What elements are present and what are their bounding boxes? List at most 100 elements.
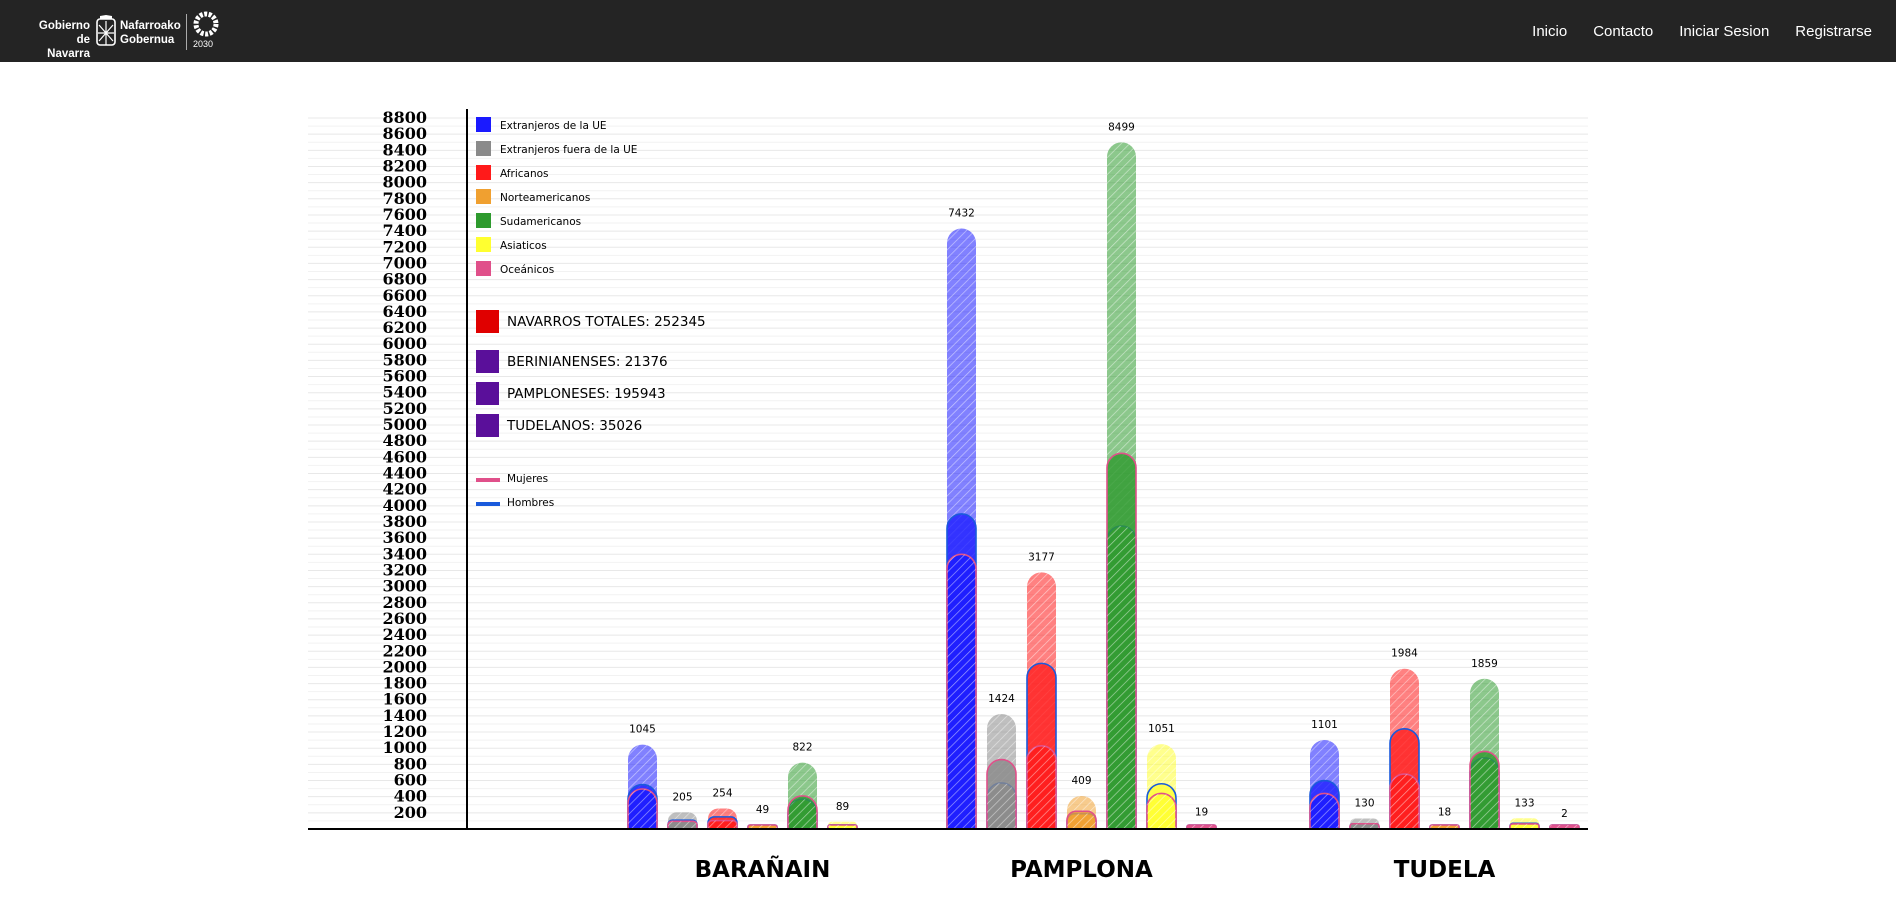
bar-value-label: 254 bbox=[712, 787, 732, 799]
axis-mask bbox=[308, 830, 1588, 870]
bar-value-label: 409 bbox=[1071, 775, 1091, 787]
legend-label: Norteamericanos bbox=[500, 192, 590, 204]
y-tick-label: 5600 bbox=[382, 367, 427, 386]
y-tick-label: 1000 bbox=[382, 738, 427, 757]
bars bbox=[308, 142, 1588, 870]
total-label: TUDELANOS: 35026 bbox=[506, 418, 642, 434]
y-tick-label: 8800 bbox=[382, 108, 427, 127]
bar-value-label: 1424 bbox=[988, 693, 1015, 705]
bar-value-label: 130 bbox=[1354, 797, 1374, 809]
logo-text-line-3: Nafarroako bbox=[120, 20, 181, 32]
y-tick-label: 7800 bbox=[382, 189, 427, 208]
bar-hatch bbox=[1027, 745, 1056, 844]
y-tick-label: 4800 bbox=[382, 431, 427, 450]
bar-value-label: 1984 bbox=[1391, 648, 1418, 660]
bar-value-label: 1859 bbox=[1471, 658, 1498, 670]
y-tick-label: 800 bbox=[394, 754, 427, 773]
y-tick-label: 5800 bbox=[382, 350, 427, 369]
legend-swatch bbox=[476, 189, 491, 204]
y-tick-label: 2000 bbox=[382, 657, 427, 676]
bar-value-label: 205 bbox=[672, 791, 692, 803]
bar-value-label: 89 bbox=[836, 801, 849, 813]
y-tick-label: 7000 bbox=[382, 253, 427, 272]
nav-inicio[interactable]: Inicio bbox=[1532, 22, 1568, 40]
bar-value-label: 2 bbox=[1561, 808, 1568, 820]
navarra-shield-icon bbox=[96, 15, 116, 46]
legend-swatch bbox=[476, 261, 491, 276]
y-tick-label: 8400 bbox=[382, 140, 427, 159]
logo-text-line-1: Gobierno bbox=[38, 20, 90, 32]
bar-value-label: 18 bbox=[1438, 807, 1451, 819]
y-tick-label: 4200 bbox=[382, 480, 427, 499]
y-tick-label: 5400 bbox=[382, 383, 427, 402]
y-tick-label: 8000 bbox=[382, 173, 427, 192]
bar-value-label: 8499 bbox=[1108, 121, 1135, 133]
bar-value-label: 3177 bbox=[1028, 551, 1055, 563]
gender-legend-label: Mujeres bbox=[507, 473, 548, 485]
y-tick-label: 5000 bbox=[382, 415, 427, 434]
bar-value-label: 7432 bbox=[948, 208, 975, 220]
nav-contacto[interactable]: Contacto bbox=[1593, 22, 1654, 40]
total-label: BERINIANENSES: 21376 bbox=[507, 354, 668, 370]
legend-swatch bbox=[476, 141, 491, 156]
y-tick-label: 4600 bbox=[382, 447, 427, 466]
logo-divider bbox=[186, 14, 187, 50]
legend-swatch bbox=[476, 165, 491, 180]
y-tick-label: 7600 bbox=[382, 205, 427, 224]
y-tick-label: 6800 bbox=[382, 270, 427, 289]
y-tick-label: 1200 bbox=[382, 722, 427, 741]
agenda-2030-icon bbox=[193, 11, 219, 37]
bar-hatch bbox=[947, 554, 976, 844]
y-tick-label: 7400 bbox=[382, 221, 427, 240]
y-tick-label: 8600 bbox=[382, 124, 427, 143]
agenda-2030-badge: 2030 bbox=[193, 39, 214, 49]
legend-swatch bbox=[476, 213, 491, 228]
legend-label: Extranjeros de la UE bbox=[500, 120, 607, 132]
bar-value-label: 19 bbox=[1195, 806, 1208, 818]
y-tick-label: 8200 bbox=[382, 156, 427, 175]
bar-hatch bbox=[1470, 757, 1499, 844]
nav-registrarse[interactable]: Registrarse bbox=[1795, 22, 1872, 40]
bar-hatch bbox=[1390, 774, 1419, 844]
logo-text-line-4: Gobernua bbox=[120, 34, 175, 46]
legend-label: Extranjeros fuera de la UE bbox=[500, 144, 637, 156]
total-swatch bbox=[476, 414, 499, 437]
value-labels: 1045 205 254 49 822 89 7432 1424 3177 409 8499 1051… bbox=[629, 121, 1568, 820]
top-navbar: Gobierno de Navarra Nafarroako Gobernua … bbox=[0, 0, 1896, 62]
y-tick-label: 4400 bbox=[382, 464, 427, 483]
category-label: PAMPLONA bbox=[1010, 857, 1153, 883]
legend-label: Oceánicos bbox=[500, 264, 554, 276]
y-tick-label: 6400 bbox=[382, 302, 427, 321]
y-tick-label: 600 bbox=[394, 771, 427, 790]
y-tick-label: 2600 bbox=[382, 609, 427, 628]
legend: Extranjeros de la UE Extranjeros fuera de… bbox=[476, 117, 706, 509]
bar-value-label: 822 bbox=[792, 742, 812, 754]
y-tick-label: 3000 bbox=[382, 577, 427, 596]
gender-legend-line bbox=[476, 502, 500, 506]
y-tick-label: 400 bbox=[394, 787, 427, 806]
y-tick-label: 3600 bbox=[382, 528, 427, 547]
y-tick-label: 2400 bbox=[382, 625, 427, 644]
y-tick-label: 5200 bbox=[382, 399, 427, 418]
y-tick-label: 6000 bbox=[382, 334, 427, 353]
y-tick-label: 6600 bbox=[382, 286, 427, 305]
total-swatch bbox=[476, 350, 499, 373]
total-label: NAVARROS TOTALES: 252345 bbox=[507, 314, 706, 330]
category-label: TUDELA bbox=[1394, 857, 1496, 883]
category-label: BARAÑAIN bbox=[695, 855, 831, 883]
bar-value-label: 1101 bbox=[1311, 719, 1338, 731]
y-tick-label: 200 bbox=[394, 803, 427, 822]
bar-value-label: 1051 bbox=[1148, 723, 1175, 735]
legend-label: Africanos bbox=[500, 168, 549, 180]
bar-hatch bbox=[1107, 526, 1136, 844]
y-tick-label: 4000 bbox=[382, 496, 427, 515]
bar-value-label: 133 bbox=[1514, 797, 1534, 809]
nav-iniciar-sesion[interactable]: Iniciar Sesion bbox=[1679, 22, 1770, 40]
total-swatch bbox=[476, 310, 499, 333]
legend-swatch bbox=[476, 237, 491, 252]
y-tick-label: 3800 bbox=[382, 512, 427, 531]
category-labels: BARAÑAIN PAMPLONA TUDELA bbox=[695, 855, 1496, 883]
y-tick-label: 1600 bbox=[382, 690, 427, 709]
legend-swatch bbox=[476, 117, 491, 132]
